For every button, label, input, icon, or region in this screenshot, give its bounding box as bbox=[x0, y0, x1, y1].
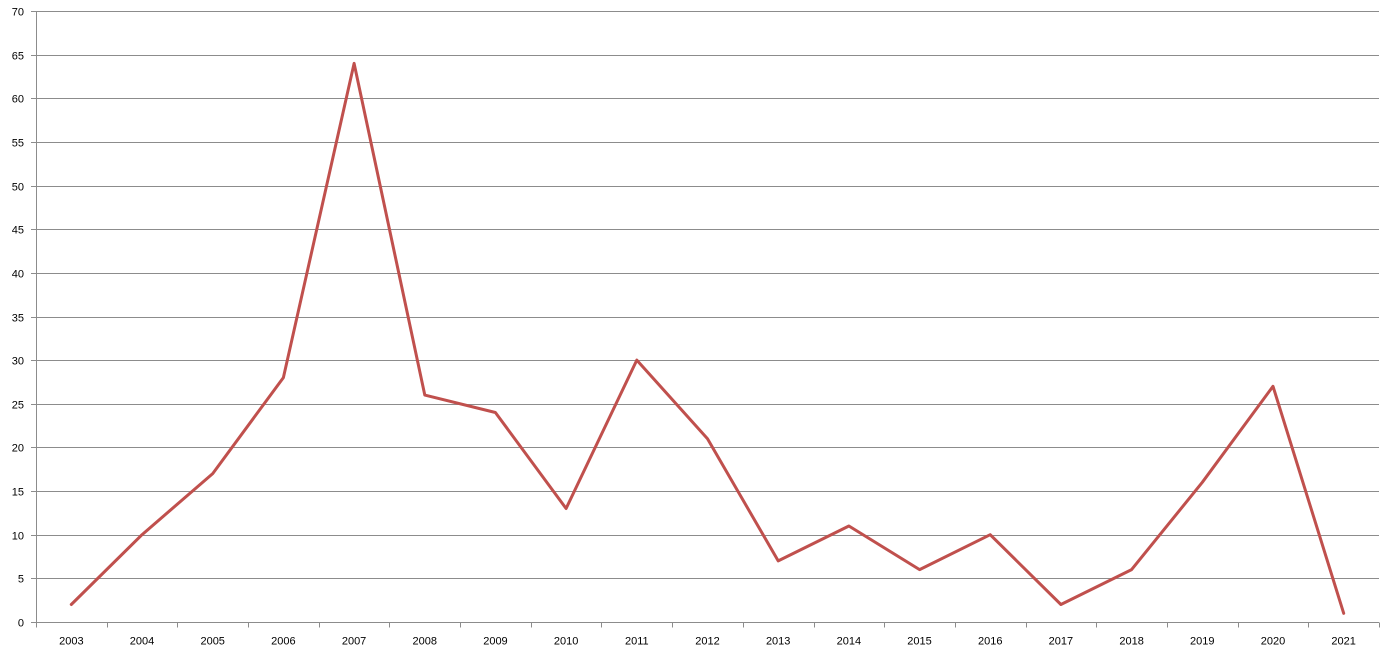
y-tick-label: 15 bbox=[12, 487, 24, 499]
x-tick-label: 2005 bbox=[200, 636, 224, 648]
y-tick-label: 20 bbox=[12, 443, 24, 455]
x-tick-label: 2014 bbox=[837, 636, 861, 648]
x-tick-label: 2008 bbox=[413, 636, 437, 648]
y-tick-label: 40 bbox=[12, 269, 24, 281]
x-tick-label: 2016 bbox=[978, 636, 1002, 648]
y-tick-label: 25 bbox=[12, 400, 24, 412]
series-group bbox=[69, 61, 1346, 615]
y-tick-label: 0 bbox=[18, 618, 24, 630]
series-line-0 bbox=[69, 61, 1346, 615]
y-tick-label: 65 bbox=[12, 51, 24, 63]
x-tick-label: 2019 bbox=[1190, 636, 1214, 648]
y-tick-label: 35 bbox=[12, 313, 24, 325]
y-tick-label: 55 bbox=[12, 138, 24, 150]
y-tick-label: 10 bbox=[12, 531, 24, 543]
x-tick-label: 2013 bbox=[766, 636, 790, 648]
y-tick-label: 5 bbox=[18, 574, 24, 586]
x-tick-label: 2003 bbox=[59, 636, 83, 648]
x-tick-label: 2011 bbox=[625, 636, 649, 648]
x-tick-label: 2018 bbox=[1119, 636, 1143, 648]
y-tick-label: 70 bbox=[12, 7, 24, 19]
x-tick-label: 2015 bbox=[907, 636, 931, 648]
x-tick-label: 2010 bbox=[554, 636, 578, 648]
x-tick-label: 2017 bbox=[1049, 636, 1073, 648]
y-tick-label: 50 bbox=[12, 182, 24, 194]
y-tick-label: 60 bbox=[12, 94, 24, 106]
x-axis: 2003 2004 2005 2006 2007 2008 2009 2010 2011 2012… bbox=[36, 622, 1380, 648]
gridlines bbox=[36, 11, 1379, 579]
x-tick-label: 2006 bbox=[271, 636, 295, 648]
x-tick-label: 2007 bbox=[342, 636, 366, 648]
x-tick-label: 2004 bbox=[130, 636, 154, 648]
y-tick-label: 45 bbox=[12, 225, 24, 237]
x-tick-label: 2020 bbox=[1261, 636, 1285, 648]
y-tick-label: 30 bbox=[12, 356, 24, 368]
x-tick-label: 2012 bbox=[695, 636, 719, 648]
x-tick-label: 2009 bbox=[483, 636, 507, 648]
y-axis: 0 5 10 15 20 25 30 35 40 45 50 55 60 65 70 bbox=[12, 7, 37, 630]
x-tick-label: 2021 bbox=[1331, 636, 1355, 648]
